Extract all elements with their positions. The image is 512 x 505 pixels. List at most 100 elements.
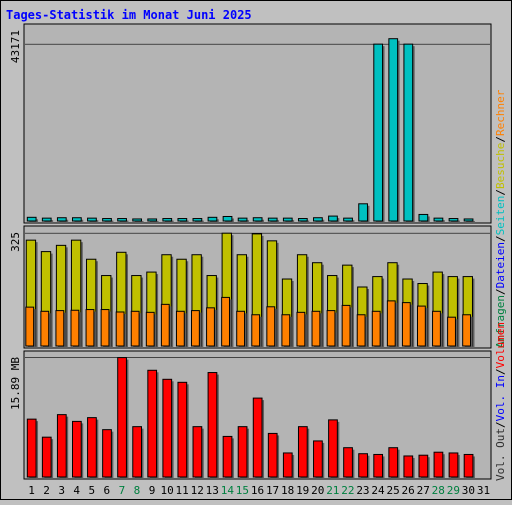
bar-seiten-3	[56, 217, 69, 223]
bar-shadow	[270, 220, 280, 223]
bar-body	[26, 216, 37, 222]
bar-body	[296, 311, 306, 347]
bar-volumen-3	[56, 414, 69, 479]
x-tick-label: 23	[356, 484, 369, 497]
bar-body	[72, 420, 82, 478]
bar-shadow	[436, 220, 445, 223]
bar-volumen-1	[26, 418, 39, 479]
legend-part: /	[494, 288, 507, 295]
bar-body	[132, 218, 143, 222]
bar-seiten-12	[192, 218, 204, 223]
bar-body	[206, 307, 215, 347]
bar-rechner-3	[55, 310, 66, 348]
bar-seiten-14	[222, 215, 234, 223]
x-tick-label: 29	[447, 484, 460, 497]
bar-body	[416, 305, 426, 347]
bar-volumen-5	[87, 417, 99, 479]
bar-body	[463, 453, 474, 478]
x-tick-label: 11	[176, 484, 189, 497]
bar-volumen-24	[373, 453, 385, 479]
bar-shadow	[451, 220, 460, 223]
legend-part: Volumen	[494, 322, 507, 368]
bar-rechner-22	[341, 304, 352, 348]
bar-rechner-26	[401, 302, 413, 348]
bar-body	[251, 314, 261, 347]
bar-body	[117, 357, 127, 478]
bar-body	[433, 217, 444, 222]
panel-3: 15.89 MB	[9, 350, 492, 480]
y-axis-label: 43171	[9, 30, 22, 63]
bar-body	[147, 369, 158, 478]
bar-body	[222, 435, 233, 478]
bar-body	[373, 453, 384, 478]
x-tick-label: 24	[371, 484, 385, 497]
bar-seiten-19	[297, 218, 310, 223]
legend-part: Rechner	[494, 89, 507, 136]
bar-shadow	[164, 220, 174, 223]
bar-shadow	[134, 220, 144, 223]
bar-body	[267, 432, 278, 478]
legend-text: Vol. Out/Vol. In/Volumen	[494, 322, 507, 481]
bar-body	[191, 310, 200, 347]
bar-body	[192, 218, 203, 222]
bar-rechner-7	[115, 311, 127, 348]
bar-body	[326, 310, 336, 347]
bar-rechner-20	[311, 310, 322, 348]
legend-top: Anfragen/Dateien/Seiten/Besuche/Rechner	[494, 89, 507, 348]
bar-seiten-17	[267, 217, 280, 223]
bar-shadow	[119, 220, 129, 223]
bar-body	[41, 217, 52, 222]
x-tick-label: 16	[251, 484, 264, 497]
bar-body	[177, 381, 188, 478]
bar-volumen-10	[162, 378, 174, 479]
bar-rechner-2	[40, 310, 51, 348]
bar-body	[102, 218, 112, 222]
x-tick-label: 25	[386, 484, 399, 497]
x-tick-label: 13	[206, 484, 219, 497]
legend-part: /	[494, 368, 507, 375]
legend-bottom: Vol. Out/Vol. In/Volumen	[494, 322, 507, 481]
legend-part: Vol. In	[494, 375, 507, 421]
bar-volumen-29	[448, 452, 460, 479]
bar-body	[40, 310, 50, 347]
bar-rechner-15	[236, 310, 247, 348]
bar-body	[401, 302, 411, 347]
x-tick-label: 27	[417, 484, 430, 497]
x-tick-label: 30	[462, 484, 475, 497]
bar-shadow	[285, 220, 295, 223]
bar-body	[448, 452, 459, 478]
bar-body	[386, 300, 396, 347]
bar-body	[343, 217, 353, 222]
bar-seiten-13	[207, 216, 219, 223]
x-tick-label: 22	[341, 484, 354, 497]
bar-body	[177, 218, 188, 222]
bar-volumen-27	[418, 454, 430, 479]
legend-part: Vol. Out	[494, 428, 507, 481]
bar-body	[56, 217, 67, 222]
bar-body	[462, 314, 472, 347]
x-tick-label: 26	[402, 484, 415, 497]
bar-seiten-24	[373, 43, 385, 223]
bar-seiten-11	[177, 218, 189, 223]
bar-body	[132, 426, 143, 478]
bar-body	[70, 309, 80, 347]
bar-body	[145, 311, 155, 347]
x-tick-label: 12	[191, 484, 204, 497]
x-tick-label: 14	[221, 484, 235, 497]
x-tick-label: 17	[266, 484, 279, 497]
bar-body	[252, 217, 263, 222]
bar-body	[115, 311, 125, 347]
bar-shadow	[466, 220, 475, 223]
bar-body	[403, 455, 414, 478]
bar-seiten-4	[72, 217, 84, 223]
bar-seiten-27	[418, 213, 430, 223]
bar-seiten-6	[102, 218, 114, 223]
bar-body	[448, 218, 459, 222]
bar-seiten-29	[448, 218, 460, 223]
bar-seiten-7	[117, 218, 129, 223]
bar-body	[388, 38, 399, 222]
bar-rechner-5	[85, 309, 96, 348]
x-tick-label: 7	[119, 484, 126, 497]
x-tick-label: 31	[477, 484, 490, 497]
bar-body	[281, 314, 291, 347]
